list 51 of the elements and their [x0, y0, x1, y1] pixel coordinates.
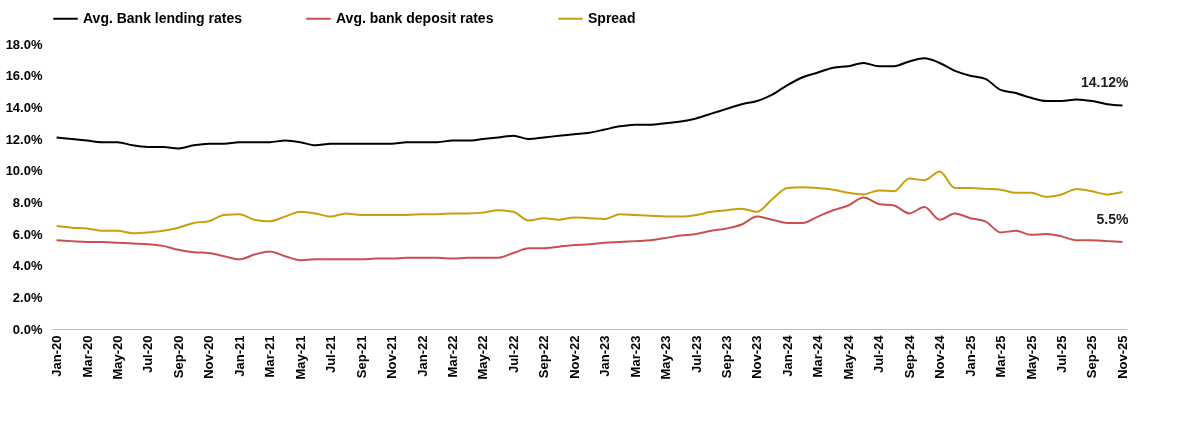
x-tick-label: Jul-22	[505, 335, 521, 374]
annotation: 14.12%	[1080, 74, 1129, 91]
x-tick-label: Nov-25	[1114, 335, 1130, 379]
x-tick-label: Nov-22	[566, 335, 582, 379]
x-tick-label: May-22	[475, 335, 491, 380]
x-tick-label: Jul-25	[1054, 335, 1070, 374]
y-tick-label: 0.0%	[12, 321, 43, 337]
x-tick-label: May-21	[292, 335, 308, 380]
x-tick-label: May-25	[1023, 335, 1039, 380]
x-tick-label: Nov-24	[932, 334, 948, 379]
x-tick-label: Jul-20	[140, 335, 156, 374]
legend-label: Avg. Bank lending rates	[83, 9, 243, 26]
x-tick-label: May-24	[840, 334, 856, 380]
x-tick-label: Nov-23	[749, 335, 765, 379]
x-tick-label: Jan-20	[49, 335, 65, 377]
legend-label: Avg. bank deposit rates	[336, 9, 494, 26]
x-tick-label: May-20	[109, 335, 125, 380]
x-tick-label: Nov-21	[384, 335, 400, 379]
x-tick-label: Sep-25	[1084, 335, 1100, 379]
x-tick-label: Mar-22	[444, 335, 460, 378]
x-tick-label: Mar-20	[79, 335, 95, 378]
x-tick-label: Jan-24	[779, 334, 795, 377]
x-tick-label: Jan-23	[597, 335, 613, 377]
x-tick-label: Sep-20	[170, 335, 186, 379]
x-tick-label: Jan-25	[962, 335, 978, 377]
annotation: 5.5%	[1096, 210, 1129, 227]
y-tick-label: 16.0%	[5, 68, 43, 84]
x-tick-label: Jul-24	[871, 334, 887, 374]
legend-label: Spread	[588, 9, 636, 26]
x-tick-label: Mar-21	[262, 335, 278, 378]
y-tick-label: 4.0%	[12, 258, 43, 274]
y-tick-label: 6.0%	[12, 226, 43, 242]
x-tick-label: Nov-20	[201, 335, 217, 379]
x-tick-label: Sep-21	[353, 335, 369, 379]
x-tick-label: Sep-23	[719, 335, 735, 379]
x-tick-label: Jul-23	[688, 335, 704, 374]
x-tick-label: Sep-24	[901, 334, 917, 379]
x-tick-label: Jul-21	[323, 335, 339, 374]
x-tick-label: Sep-22	[536, 335, 552, 379]
y-tick-label: 2.0%	[12, 289, 43, 305]
y-tick-label: 12.0%	[5, 131, 43, 147]
x-tick-label: Mar-25	[993, 335, 1009, 378]
x-tick-label: Mar-23	[627, 335, 643, 378]
y-tick-label: 8.0%	[12, 194, 43, 210]
x-tick-label: Jan-22	[414, 335, 430, 377]
y-tick-label: 10.0%	[5, 163, 43, 179]
y-tick-label: 14.0%	[5, 99, 43, 115]
y-tick-label: 18.0%	[5, 36, 43, 52]
x-tick-label: May-23	[658, 335, 674, 380]
x-tick-label: Mar-24	[810, 334, 826, 378]
x-tick-label: Jan-21	[231, 335, 247, 377]
